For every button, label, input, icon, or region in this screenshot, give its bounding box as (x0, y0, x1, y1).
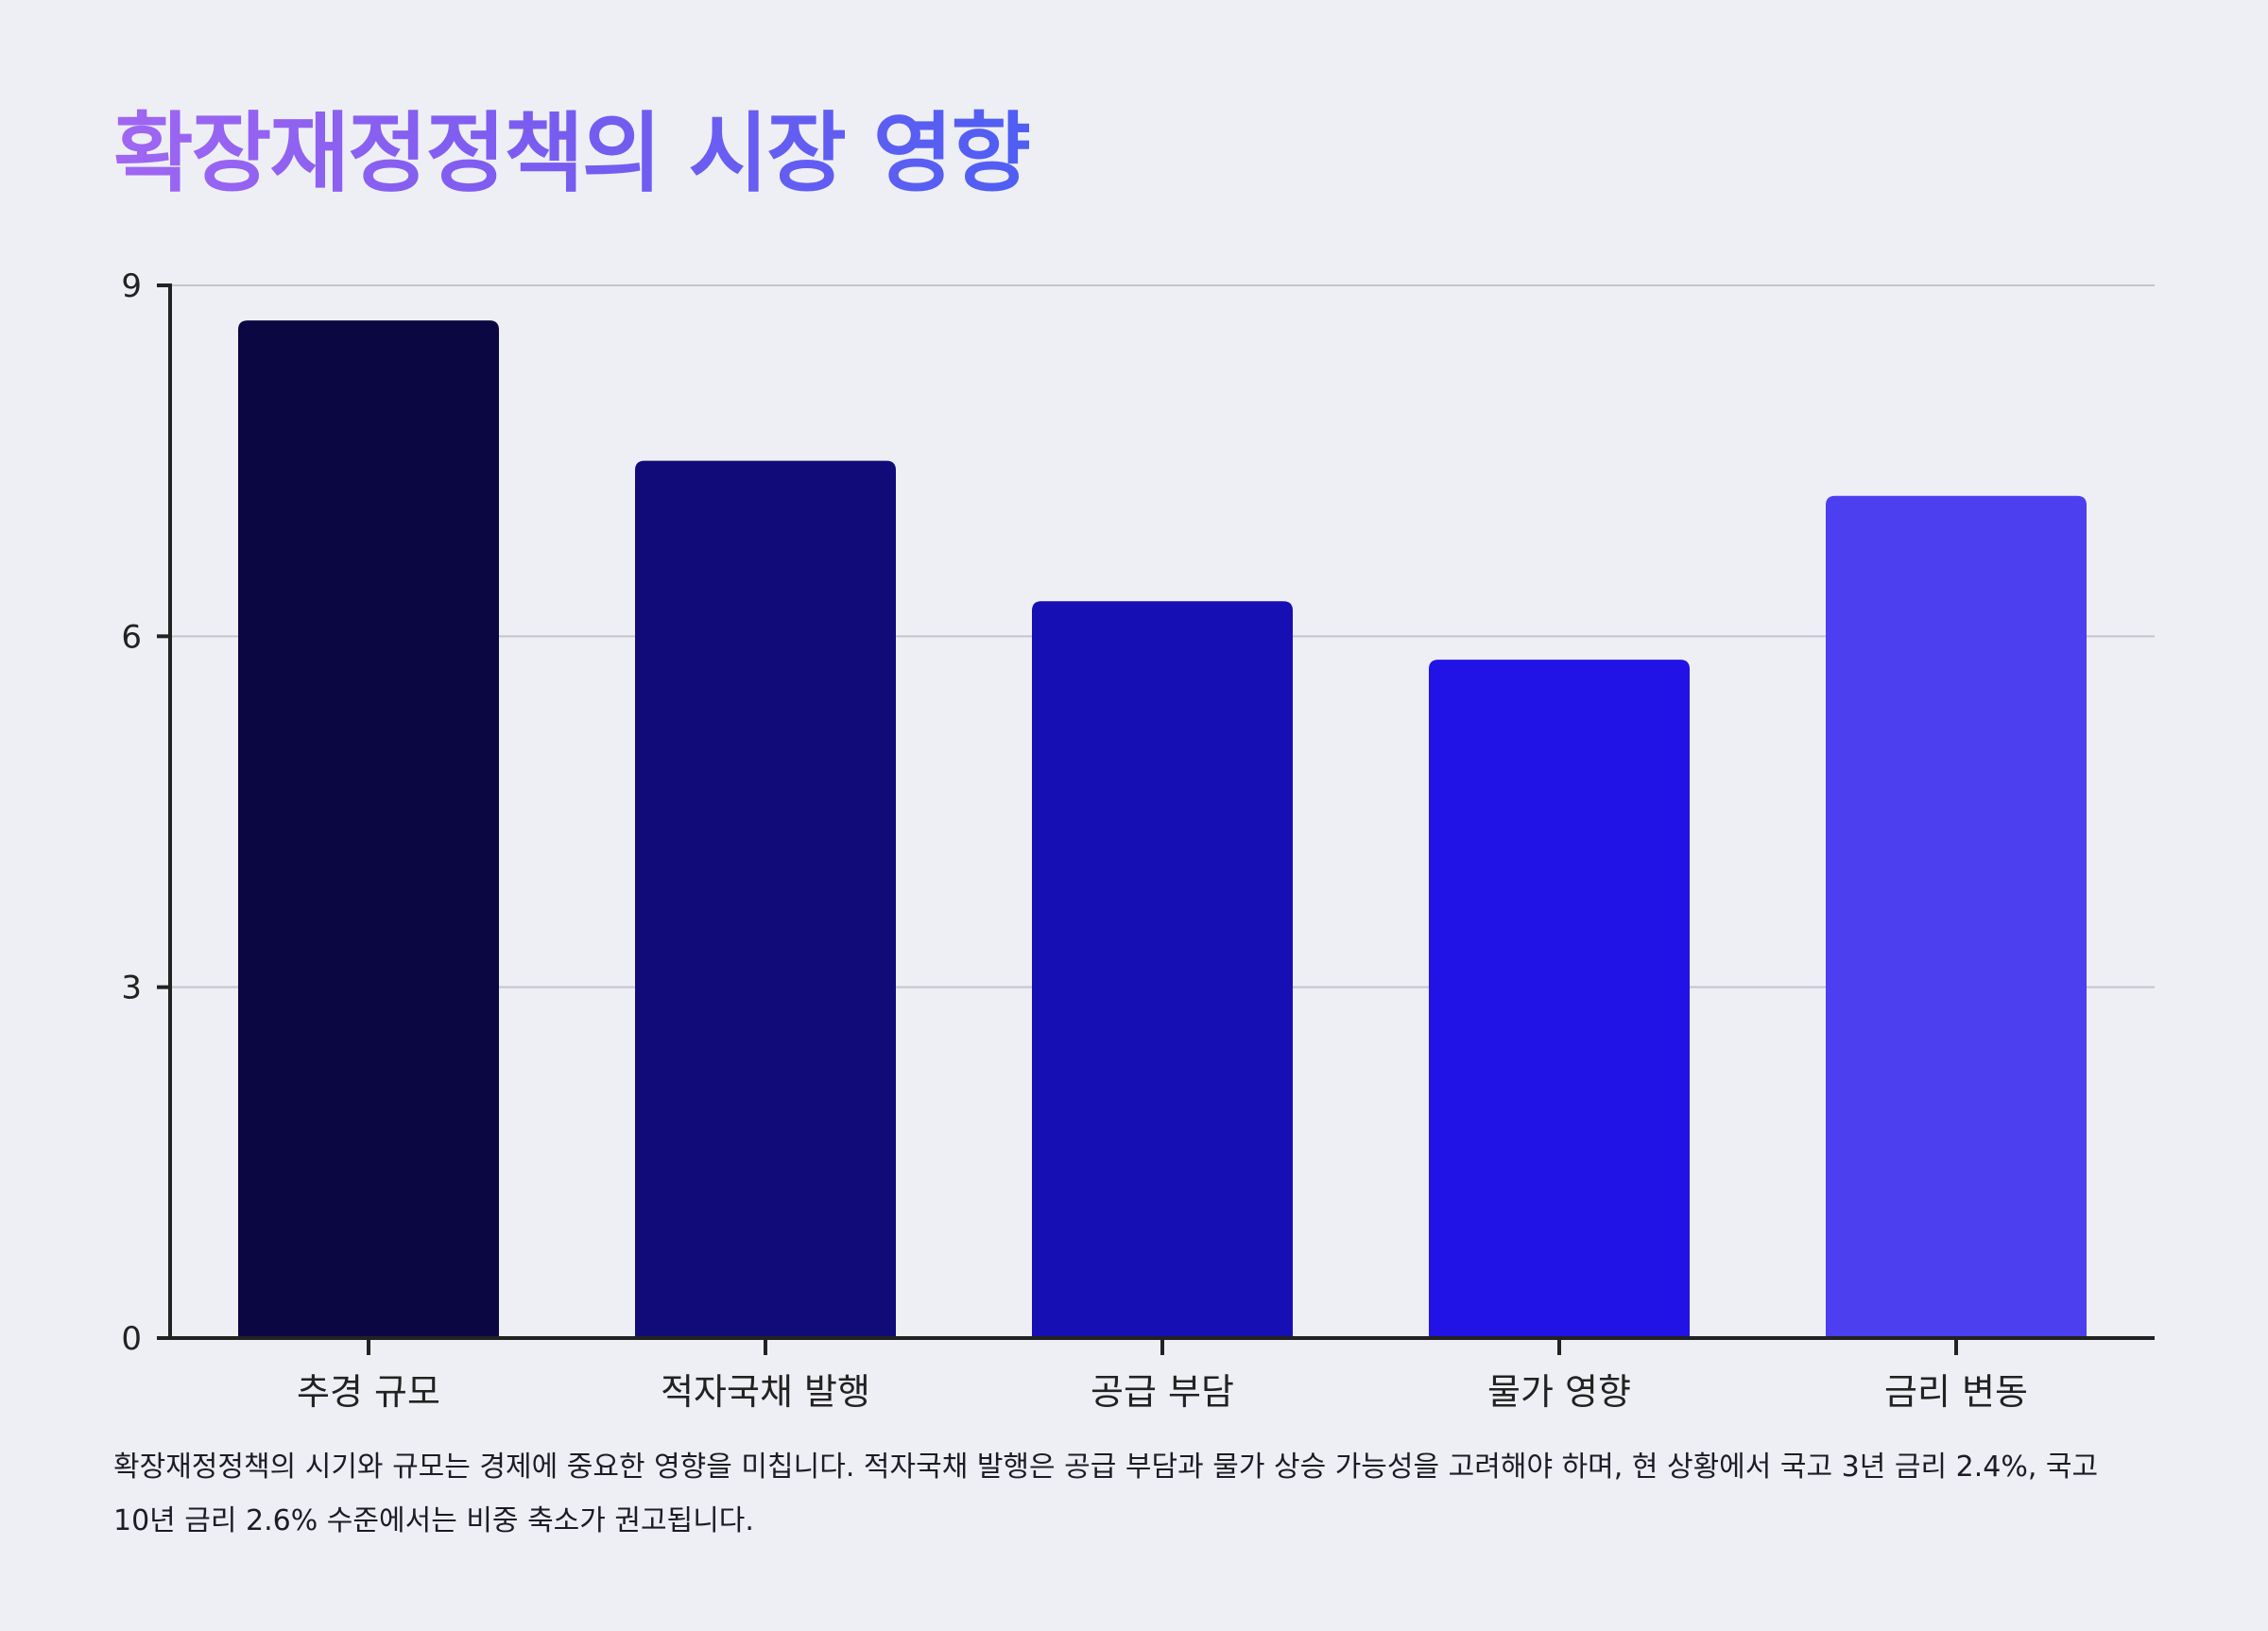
bar (238, 320, 499, 1339)
x-tick-label: 금리 변동 (1884, 1371, 2028, 1413)
bar (1826, 495, 2087, 1338)
bar (635, 460, 896, 1339)
y-tick-label: 6 (121, 618, 142, 656)
x-tick-label: 추경 규모 (297, 1371, 440, 1413)
bar (1429, 660, 1690, 1338)
y-tick-label: 0 (121, 1320, 142, 1358)
y-tick-label: 9 (121, 267, 142, 305)
y-tick-label: 3 (121, 970, 142, 1007)
chart-title: 확장재정정책의 시장 영향 (113, 83, 1031, 209)
x-tick-label: 물가 영향 (1487, 1371, 1631, 1413)
x-tick-label: 공급 부담 (1091, 1371, 1234, 1413)
chart-caption: 확장재정정책의 시기와 규모는 경제에 중요한 영향을 미칩니다. 적자국채 발… (113, 1451, 2099, 1537)
x-tick-label: 적자국채 발행 (661, 1371, 870, 1413)
bar (1032, 601, 1293, 1338)
